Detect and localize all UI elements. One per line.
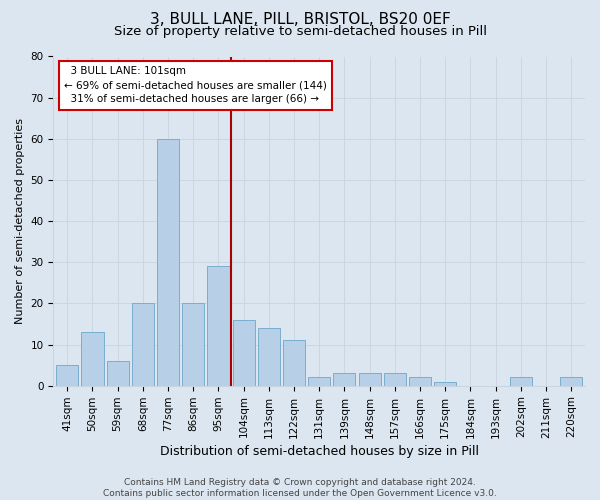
Bar [182, 304, 205, 386]
Text: Contains HM Land Registry data © Crown copyright and database right 2024.
Contai: Contains HM Land Registry data © Crown c… [103, 478, 497, 498]
Bar [383, 374, 406, 386]
Bar [157, 139, 179, 386]
X-axis label: Distribution of semi-detached houses by size in Pill: Distribution of semi-detached houses by … [160, 444, 479, 458]
Bar [283, 340, 305, 386]
Bar [334, 374, 355, 386]
Bar [560, 378, 582, 386]
Bar [132, 304, 154, 386]
Bar [56, 365, 79, 386]
Bar [107, 361, 129, 386]
Y-axis label: Number of semi-detached properties: Number of semi-detached properties [15, 118, 25, 324]
Bar [258, 328, 280, 386]
Bar [208, 266, 230, 386]
Bar [409, 378, 431, 386]
Text: 3 BULL LANE: 101sqm
← 69% of semi-detached houses are smaller (144)
  31% of sem: 3 BULL LANE: 101sqm ← 69% of semi-detach… [64, 66, 327, 104]
Text: 3, BULL LANE, PILL, BRISTOL, BS20 0EF: 3, BULL LANE, PILL, BRISTOL, BS20 0EF [149, 12, 451, 28]
Bar [308, 378, 330, 386]
Text: Size of property relative to semi-detached houses in Pill: Size of property relative to semi-detach… [113, 25, 487, 38]
Bar [359, 374, 380, 386]
Bar [509, 378, 532, 386]
Bar [233, 320, 255, 386]
Bar [434, 382, 456, 386]
Bar [82, 332, 104, 386]
